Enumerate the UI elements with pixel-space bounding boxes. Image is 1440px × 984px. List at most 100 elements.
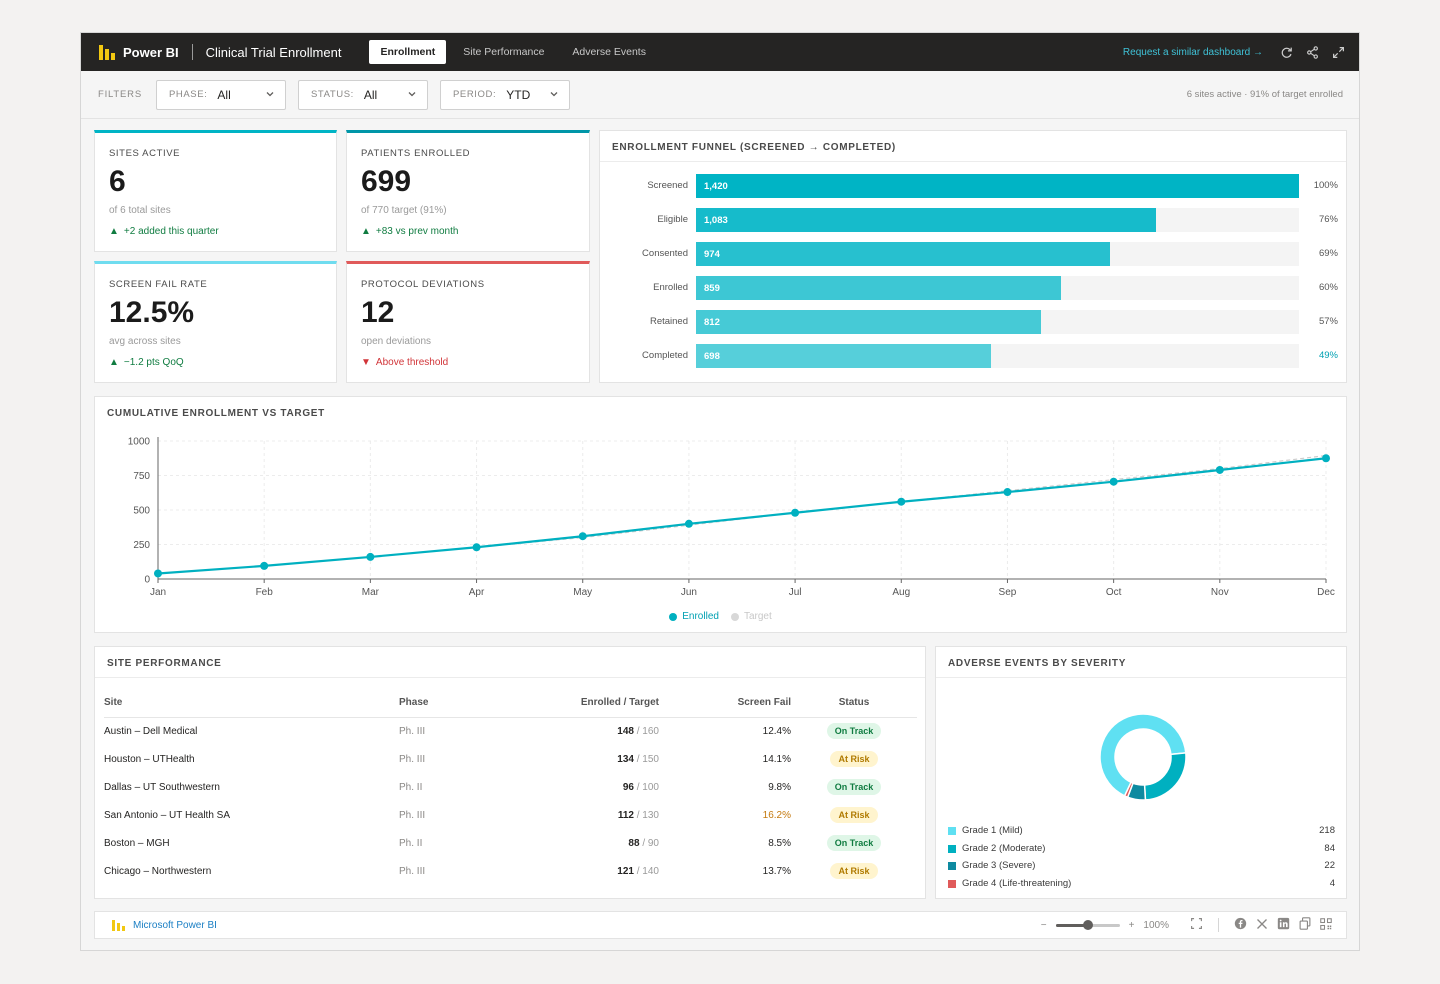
funnel-bar[interactable]: 859	[696, 276, 1061, 300]
enrolled-count: 134	[617, 753, 634, 765]
tab-adverse-events[interactable]: Adverse Events	[572, 46, 646, 58]
column-header-enrolled-target[interactable]: Enrolled / Target	[499, 689, 659, 718]
funnel-stage-percent: 57%	[1318, 316, 1338, 327]
linkedin-icon[interactable]	[1277, 917, 1290, 933]
share-icon[interactable]	[1305, 45, 1319, 59]
funnel-bar-value: 812	[704, 317, 720, 328]
site-name-cell: Austin – Dell Medical	[104, 725, 198, 737]
table-row[interactable]: Chicago – Northwestern Ph. III 121 / 140 13…	[104, 857, 917, 885]
legend-dot-icon	[730, 612, 739, 621]
facebook-icon[interactable]	[1234, 917, 1247, 933]
phase-filter-dropdown[interactable]: PHASE: All	[155, 79, 286, 110]
fit-page-icon[interactable]	[1190, 917, 1203, 933]
enrolled-data-point[interactable]	[578, 532, 587, 541]
x-tick-label: Feb	[256, 587, 274, 598]
donut-slice[interactable]	[1143, 752, 1187, 801]
status-badge: On Track	[826, 723, 882, 740]
column-header-site[interactable]: Site	[104, 689, 399, 718]
legend-enrolled[interactable]: Enrolled	[669, 611, 719, 622]
tab-site-performance[interactable]: Site Performance	[463, 46, 545, 58]
brand-name: Power BI	[123, 44, 179, 60]
severity-legend-item[interactable]: Grade 2 (Moderate) 84	[948, 842, 1335, 856]
legend-target[interactable]: Target	[730, 611, 772, 622]
zoom-in-icon[interactable]: +	[1128, 919, 1135, 931]
page-tabs: Enrollment Site Performance Adverse Even…	[369, 40, 657, 64]
qr-icon[interactable]	[1320, 917, 1332, 933]
x-tick-label: Sep	[999, 587, 1017, 598]
phase-cell: Ph. III	[399, 753, 426, 765]
target-count: / 130	[636, 809, 659, 821]
line-chart-legend: Enrolled Target	[95, 611, 1346, 622]
period-filter-label: PERIOD:	[452, 89, 497, 100]
status-cell: On Track	[791, 717, 917, 745]
enrolled-data-point[interactable]	[154, 569, 162, 578]
kpi-value: 12.5%	[109, 296, 195, 329]
enrolled-data-point[interactable]	[897, 497, 906, 506]
card-divider	[95, 677, 925, 678]
period-filter-dropdown[interactable]: PERIOD: YTD	[439, 79, 570, 110]
kpi-trend: ▲ −1.2 pts QoQ	[109, 357, 184, 368]
footer-brand-label: Microsoft Power BI	[133, 919, 217, 931]
enrolled-data-point[interactable]	[366, 552, 375, 561]
funnel-row: Consented 974 69%	[600, 242, 1346, 266]
donut-slice[interactable]	[1099, 713, 1187, 797]
severity-legend-item[interactable]: Grade 1 (Mild) 218	[948, 824, 1335, 838]
severity-count: 22	[1324, 860, 1335, 871]
funnel-stage-label: Retained	[649, 316, 688, 327]
zoom-slider-fill	[1055, 923, 1088, 927]
enrolled-data-point[interactable]	[684, 519, 693, 528]
footer-controls: − + 100%	[1041, 917, 1332, 933]
severity-legend-item[interactable]: Grade 4 (Life-threatening) 4	[948, 877, 1335, 891]
status-filter-dropdown[interactable]: STATUS: All	[297, 79, 428, 110]
funnel-bar-value: 859	[704, 283, 720, 294]
zoom-out-icon[interactable]: −	[1040, 919, 1047, 931]
funnel-bar-value: 1,420	[704, 181, 728, 192]
refresh-icon[interactable]	[1279, 45, 1293, 59]
enrolled-data-point[interactable]	[1215, 465, 1224, 474]
site-name-cell: San Antonio – UT Health SA	[104, 809, 231, 821]
enrolled-data-point[interactable]	[472, 543, 481, 552]
funnel-stage-percent: 60%	[1318, 282, 1338, 293]
zoom-slider[interactable]	[1055, 919, 1120, 930]
copy-icon[interactable]	[1299, 917, 1311, 933]
column-header-status[interactable]: Status	[791, 689, 917, 718]
filters-label: FILTERS	[98, 89, 142, 100]
funnel-bar[interactable]: 812	[696, 310, 1041, 334]
funnel-bar[interactable]: 1,420	[696, 174, 1299, 198]
table-row[interactable]: Austin – Dell Medical Ph. III 148 / 160 12.…	[104, 717, 917, 745]
funnel-bar[interactable]: 1,083	[696, 208, 1157, 232]
funnel-track: 698	[696, 344, 1299, 368]
enrolled-data-point[interactable]	[1003, 488, 1012, 497]
column-header-phase[interactable]: Phase	[399, 689, 499, 718]
tab-enrollment[interactable]: Enrollment	[369, 40, 447, 64]
table-row[interactable]: San Antonio – UT Health SA Ph. III 112 / 1…	[104, 801, 917, 829]
site-name-cell: Chicago – Northwestern	[104, 865, 212, 877]
table-row[interactable]: Boston – MGH Ph. II 88 / 90 8.5% On Track	[104, 829, 917, 857]
severity-legend-item[interactable]: Grade 3 (Severe) 22	[948, 859, 1335, 873]
zoom-level: 100%	[1143, 919, 1169, 931]
x-icon[interactable]	[1256, 918, 1268, 933]
fullscreen-icon[interactable]	[1331, 45, 1345, 59]
card-divider	[600, 161, 1346, 162]
table-row[interactable]: Dallas – UT Southwestern Ph. II 96 / 100 9.…	[104, 773, 917, 801]
zoom-slider-handle[interactable]	[1082, 919, 1093, 930]
enrolled-data-point[interactable]	[260, 561, 269, 570]
column-header-screen-fail[interactable]: Screen Fail	[659, 689, 791, 718]
donut-slice[interactable]	[1123, 781, 1134, 799]
phase-cell: Ph. III	[399, 809, 426, 821]
funnel-stage-percent: 69%	[1318, 248, 1338, 259]
site-table-title: SITE PERFORMANCE	[107, 658, 222, 669]
footer-brand[interactable]: Microsoft Power BI	[112, 919, 217, 931]
funnel-stage-label: Enrolled	[653, 282, 688, 293]
table-row[interactable]: Houston – UTHealth Ph. III 134 / 150 14.1% A…	[104, 745, 917, 773]
enrolled-data-point[interactable]	[791, 508, 800, 517]
request-dashboard-link[interactable]: Request a similar dashboard →	[1122, 46, 1263, 58]
enrolled-data-point[interactable]	[1322, 454, 1330, 463]
funnel-stage-percent: 76%	[1318, 214, 1338, 225]
severity-count: 218	[1319, 825, 1335, 836]
enrolled-data-point[interactable]	[1109, 477, 1118, 486]
funnel-bar[interactable]: 698	[696, 344, 992, 368]
card-divider	[936, 677, 1346, 678]
enrolled-count: 121	[617, 865, 634, 877]
funnel-bar[interactable]: 974	[696, 242, 1110, 266]
